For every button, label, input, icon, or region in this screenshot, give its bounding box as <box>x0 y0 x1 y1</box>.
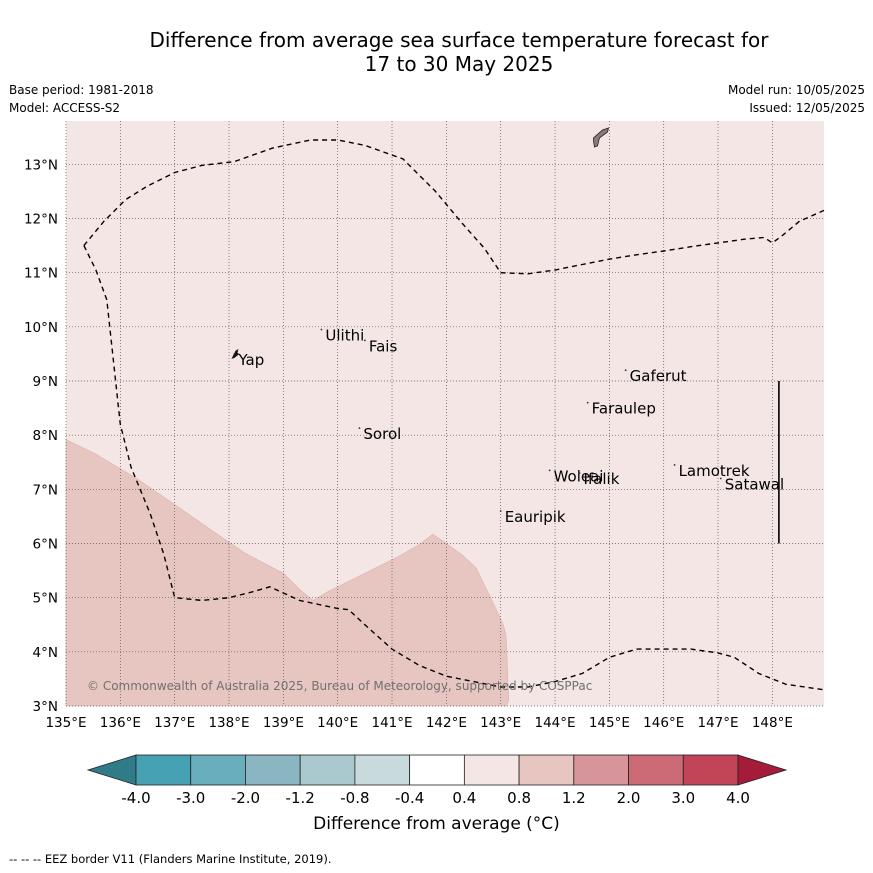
lon-tick-label: 148°E <box>752 715 793 731</box>
colorbar-segment <box>190 754 246 786</box>
colorbar-tick-label: -2.0 <box>231 789 260 807</box>
colorbar-tick-label: 0.8 <box>507 789 531 807</box>
island-label-eauripik: Eauripik <box>505 508 566 526</box>
lat-tick-label: 4°N <box>33 645 58 661</box>
lon-tick-label: 147°E <box>698 715 739 731</box>
colorbar-segment <box>628 754 684 786</box>
colorbar-tick-label: 3.0 <box>671 789 695 807</box>
island-marker <box>673 464 676 466</box>
lat-tick-label: 10°N <box>24 320 58 336</box>
lat-tick-label: 9°N <box>33 374 58 390</box>
colorbar-tick-label: 4.0 <box>726 789 750 807</box>
base-period: Base period: 1981-2018 <box>9 83 154 97</box>
lon-tick-label: 146°E <box>643 715 684 731</box>
island-label-gaferut: Gaferut <box>630 367 687 385</box>
colorbar-extend-high <box>737 754 788 786</box>
map-title: Difference from average sea surface temp… <box>0 28 873 76</box>
island-label-yap: Yap <box>237 351 264 369</box>
title-line-2: 17 to 30 May 2025 <box>364 52 554 76</box>
colorbar-tick-label: -4.0 <box>121 789 150 807</box>
lon-tick-label: 139°E <box>263 715 304 731</box>
island-marker <box>578 472 581 474</box>
lon-tick-label: 145°E <box>589 715 630 731</box>
colorbar-tick-label: -0.8 <box>340 789 369 807</box>
lat-tick-label: 6°N <box>33 537 58 553</box>
colorbar-segment <box>245 754 301 786</box>
island-label-ifalik: Ifalik <box>583 470 619 488</box>
island-marker <box>499 510 502 512</box>
lat-tick-label: 12°N <box>24 212 58 228</box>
island-label-faraulep: Faraulep <box>592 400 656 418</box>
meta-left: Base period: 1981-2018 Model: ACCESS-S2 <box>9 81 154 117</box>
colorbar-segment <box>682 754 739 786</box>
colorbar-tick-label: -0.4 <box>395 789 424 807</box>
eez-border-line <box>83 139 825 275</box>
colorbar-segment <box>299 754 356 786</box>
colorbar-tick-label: -1.2 <box>286 789 315 807</box>
island-marker <box>233 353 236 355</box>
island-label-ulithi: Ulithi <box>325 327 364 345</box>
model-name: Model: ACCESS-S2 <box>9 101 121 115</box>
yap-landmass <box>231 348 240 359</box>
lat-tick-label: 3°N <box>33 699 58 715</box>
colorbar-tick-label: 2.0 <box>617 789 641 807</box>
lat-tick-label: 8°N <box>33 428 58 444</box>
lat-tick-label: 5°N <box>33 591 58 607</box>
colorbar-segment <box>354 754 411 786</box>
issued-date: Issued: 12/05/2025 <box>749 101 865 115</box>
copyright-note: © Commonwealth of Australia 2025, Bureau… <box>87 679 592 693</box>
lon-tick-label: 140°E <box>317 715 358 731</box>
lon-tick-label: 144°E <box>535 715 576 731</box>
lon-tick-label: 143°E <box>480 715 521 731</box>
lon-tick-label: 141°E <box>371 715 412 731</box>
island-label-satawal: Satawal <box>725 476 784 494</box>
lon-tick-label: 135°E <box>45 715 86 731</box>
island-marker <box>358 427 361 430</box>
model-run: Model run: 10/05/2025 <box>727 83 865 97</box>
colorbar-tick-label: -3.0 <box>176 789 205 807</box>
eez-border-line <box>83 245 825 691</box>
colorbar-segment <box>135 754 192 786</box>
island-label-woleai: Woleai <box>554 467 604 485</box>
colorbar-segment <box>518 754 575 786</box>
island-marker <box>363 339 366 342</box>
colorbar-segment <box>573 754 629 786</box>
island-marker <box>719 477 722 480</box>
lon-tick-label: 142°E <box>426 715 467 731</box>
colorbar-extend-low <box>86 754 137 786</box>
colorbar-tick-label: 1.2 <box>562 789 586 807</box>
lon-tick-label: 136°E <box>100 715 141 731</box>
island-marker <box>548 469 551 472</box>
colorbar-segment <box>463 754 520 786</box>
colorbar-segment <box>409 754 465 786</box>
colorbar-tick-label: 0.4 <box>452 789 476 807</box>
island-marker <box>586 401 589 404</box>
lat-tick-label: 13°N <box>24 157 58 173</box>
island-label-lamotrek: Lamotrek <box>679 462 750 480</box>
meta-right: Model run: 10/05/2025 Issued: 12/05/2025 <box>728 81 865 117</box>
title-line-1: Difference from average sea surface temp… <box>149 28 769 52</box>
island-marker <box>624 369 627 372</box>
island-label-sorol: Sorol <box>363 425 401 443</box>
island-label-fais: Fais <box>369 337 398 355</box>
lat-tick-label: 7°N <box>33 482 58 498</box>
anomaly-region-0-8-to-1-2 <box>65 439 510 707</box>
lon-tick-label: 137°E <box>154 715 195 731</box>
eez-legend-note: -- -- -- EEZ border V11 (Flanders Marine… <box>9 852 332 866</box>
island-marker <box>320 328 323 331</box>
guam-landmass <box>593 127 610 148</box>
lon-tick-label: 138°E <box>208 715 249 731</box>
colorbar-title: Difference from average (°C) <box>313 814 560 834</box>
lat-tick-label: 11°N <box>24 266 58 282</box>
